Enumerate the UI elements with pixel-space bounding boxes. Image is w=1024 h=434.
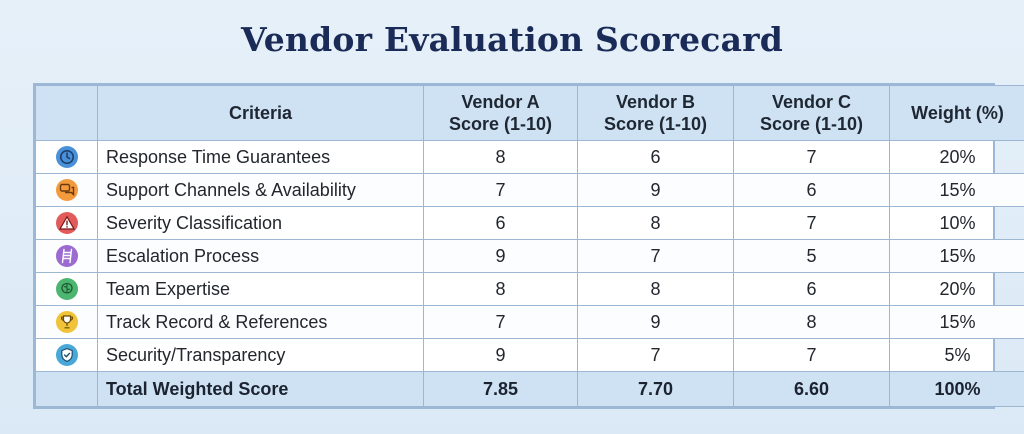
total-weight: 100% xyxy=(889,371,1024,407)
vendor-c-score: 7 xyxy=(733,206,890,240)
vendor-b-score: 7 xyxy=(577,338,734,372)
header-vendor-c: Vendor C Score (1-10) xyxy=(733,85,890,141)
header-criteria: Criteria xyxy=(97,85,424,141)
chat-bubbles-icon xyxy=(55,179,78,202)
row-icon-cell xyxy=(35,140,98,174)
vendor-a-score: 8 xyxy=(423,140,578,174)
weight-cell: 20% xyxy=(889,140,1024,174)
weight-cell: 5% xyxy=(889,338,1024,372)
header-icon-cell xyxy=(35,85,98,141)
total-vendor-a: 7.85 xyxy=(423,371,578,407)
total-vendor-b: 7.70 xyxy=(577,371,734,407)
table-row: Track Record & References 7 9 8 15% xyxy=(35,305,1024,339)
header-vendor-b: Vendor B Score (1-10) xyxy=(577,85,734,141)
weight-cell: 15% xyxy=(889,305,1024,339)
table-row: Severity Classification 6 8 7 10% xyxy=(35,206,1024,240)
vendor-c-score: 6 xyxy=(733,272,890,306)
weight-cell: 20% xyxy=(889,272,1024,306)
vendor-c-score: 6 xyxy=(733,173,890,207)
row-icon-cell xyxy=(35,338,98,372)
vendor-b-score: 6 xyxy=(577,140,734,174)
vendor-c-score: 8 xyxy=(733,305,890,339)
vendor-b-score: 9 xyxy=(577,305,734,339)
table-row: Security/Transparency 9 7 7 5% xyxy=(35,338,1024,372)
criteria-cell: Escalation Process xyxy=(97,239,424,273)
row-icon-cell xyxy=(35,173,98,207)
table-row: Team Expertise 8 8 6 20% xyxy=(35,272,1024,306)
row-icon-cell xyxy=(35,305,98,339)
table-row: Escalation Process 9 7 5 15% xyxy=(35,239,1024,273)
criteria-cell: Security/Transparency xyxy=(97,338,424,372)
clock-icon xyxy=(55,146,78,169)
page-title: Vendor Evaluation Scorecard xyxy=(240,20,784,59)
total-vendor-c: 6.60 xyxy=(733,371,890,407)
row-icon-cell xyxy=(35,206,98,240)
criteria-cell: Team Expertise xyxy=(97,272,424,306)
weight-cell: 15% xyxy=(889,239,1024,273)
trophy-icon xyxy=(55,311,78,334)
header-row: Criteria Vendor A Score (1-10) Vendor B … xyxy=(35,85,1024,141)
scorecard-table: Criteria Vendor A Score (1-10) Vendor B … xyxy=(33,83,1024,409)
shield-icon xyxy=(55,344,78,367)
vendor-a-score: 7 xyxy=(423,173,578,207)
vendor-b-score: 7 xyxy=(577,239,734,273)
row-icon-cell xyxy=(35,239,98,273)
criteria-cell: Support Channels & Availability xyxy=(97,173,424,207)
vendor-b-score: 9 xyxy=(577,173,734,207)
criteria-cell: Severity Classification xyxy=(97,206,424,240)
total-row: Total Weighted Score 7.85 7.70 6.60 100% xyxy=(35,371,1024,407)
vendor-b-score: 8 xyxy=(577,206,734,240)
vendor-c-score: 5 xyxy=(733,239,890,273)
warning-icon xyxy=(55,212,78,235)
table-row: Support Channels & Availability 7 9 6 15% xyxy=(35,173,1024,207)
vendor-a-score: 9 xyxy=(423,239,578,273)
criteria-cell: Response Time Guarantees xyxy=(97,140,424,174)
vendor-a-score: 7 xyxy=(423,305,578,339)
header-vendor-a: Vendor A Score (1-10) xyxy=(423,85,578,141)
total-label: Total Weighted Score xyxy=(97,371,424,407)
criteria-cell: Track Record & References xyxy=(97,305,424,339)
vendor-b-score: 8 xyxy=(577,272,734,306)
weight-cell: 15% xyxy=(889,173,1024,207)
brain-icon xyxy=(55,278,78,301)
vendor-a-score: 8 xyxy=(423,272,578,306)
vendor-a-score: 9 xyxy=(423,338,578,372)
weight-cell: 10% xyxy=(889,206,1024,240)
row-icon-cell xyxy=(35,272,98,306)
vendor-c-score: 7 xyxy=(733,338,890,372)
table-row: Response Time Guarantees 8 6 7 20% xyxy=(35,140,1024,174)
header-weight: Weight (%) xyxy=(889,85,1024,141)
vendor-c-score: 7 xyxy=(733,140,890,174)
total-icon-cell xyxy=(35,371,98,407)
vendor-a-score: 6 xyxy=(423,206,578,240)
ladder-icon xyxy=(55,245,78,268)
